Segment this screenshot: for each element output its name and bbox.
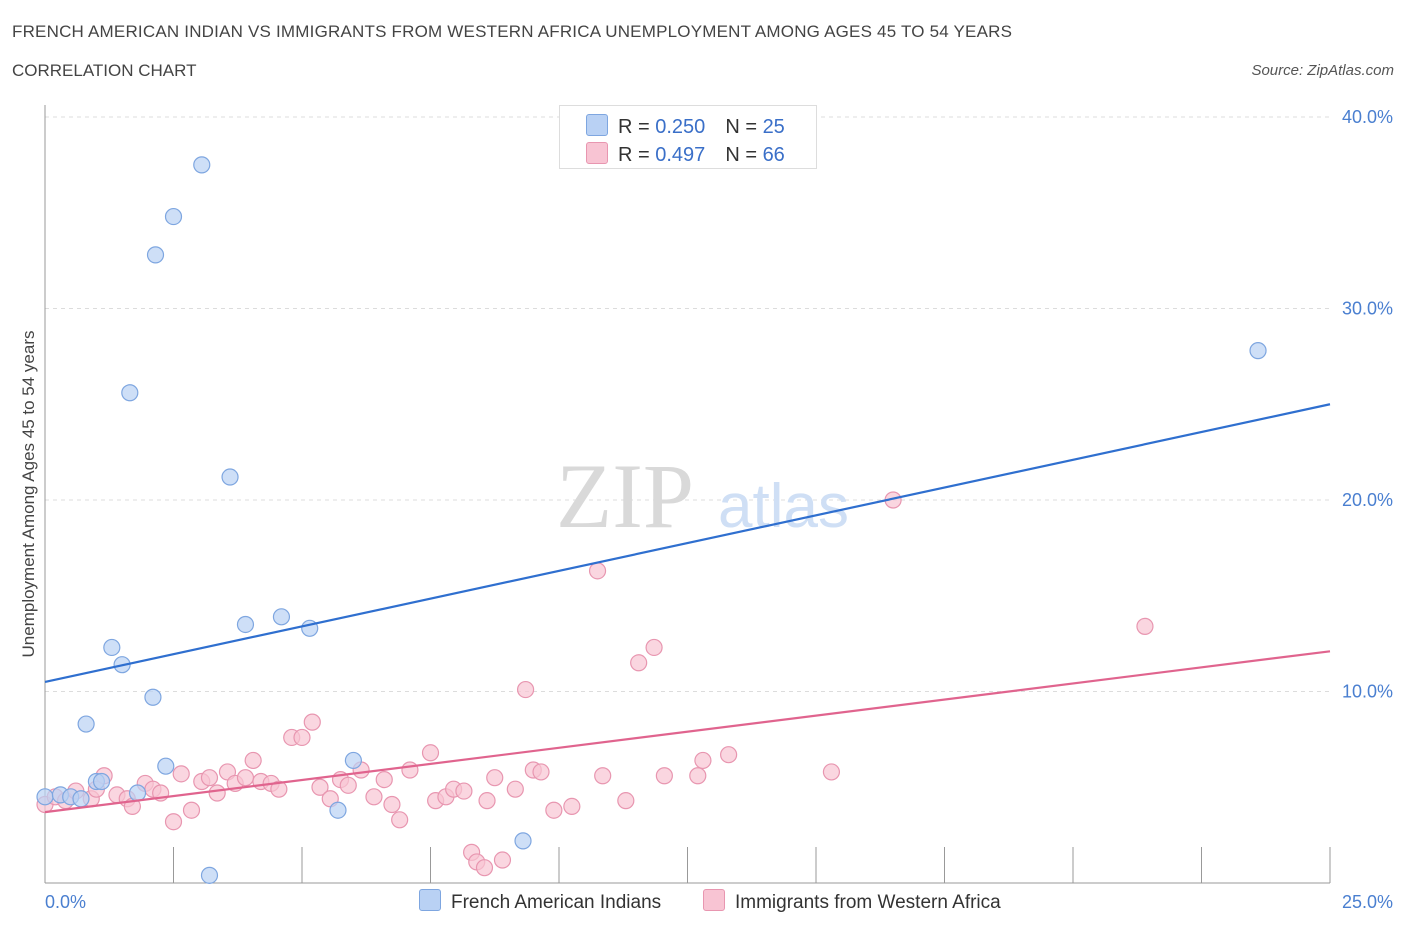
points-french-american-indians [36,156,1267,884]
chart-subtitle: CORRELATION CHART [12,61,197,80]
point-immigrant-western-africa [270,780,288,798]
point-french-american-indian [236,615,255,634]
legend-r-value: 0.497 [655,144,706,166]
point-immigrant-western-africa [532,763,550,781]
point-immigrant-western-africa [455,782,473,800]
point-immigrant-western-africa [172,765,190,783]
point-french-american-indian [77,715,95,733]
point-french-american-indian [72,790,90,808]
point-immigrant-western-africa [478,792,496,810]
watermark-atlas: atlas [718,472,849,541]
point-immigrant-western-africa [630,654,648,672]
point-french-american-indian [514,832,532,850]
legend-swatch-blue [586,114,608,136]
legend-row-blue: R = 0.250 N = 25 [586,114,785,138]
point-french-american-indian [221,468,239,486]
legend-n-value: 25 [762,116,785,138]
point-french-american-indian [157,757,175,775]
point-immigrant-western-africa [236,769,255,787]
axis-tick-labels: 10.0% 20.0% 30.0% 40.0% 0.0% 25.0% [45,107,1393,912]
legend-r-value: 0.250 [655,116,706,138]
point-immigrant-western-africa [720,746,738,764]
point-immigrant-western-africa [244,751,262,770]
y-axis-label: Unemployment Among Ages 45 to 54 years [19,331,38,658]
point-immigrant-western-africa [164,813,183,831]
x-tick-label: 25.0% [1342,892,1393,912]
y-tick-label: 30.0% [1342,299,1393,319]
grid-lines [45,116,1330,692]
point-immigrant-western-africa [655,767,673,785]
point-immigrant-western-africa [401,761,419,779]
point-immigrant-western-africa [375,770,393,789]
point-immigrant-western-africa [208,784,226,802]
point-french-american-indian [1249,342,1267,360]
point-immigrant-western-africa [311,778,329,796]
x-tick-label: 0.0% [45,892,86,912]
point-immigrant-western-africa [421,744,440,762]
point-french-american-indian [146,246,165,264]
point-immigrant-western-africa [293,728,311,747]
point-immigrant-western-africa [689,767,707,785]
point-immigrant-western-africa [563,797,581,816]
legend-swatch-pink [586,142,608,164]
point-french-american-indian [200,866,219,884]
y-tick-label: 10.0% [1342,682,1393,702]
legend-r-label: R = [618,116,656,138]
correlation-legend: R = 0.250 N = 25 R = 0.497 N = 66 [559,105,817,169]
bottom-legend-immigrants-western-africa: Immigrants from Western Africa [703,889,1001,914]
chart-title: FRENCH AMERICAN INDIAN VS IMMIGRANTS FRO… [12,22,1013,41]
point-french-american-indian [193,156,211,174]
point-immigrant-western-africa [200,769,219,787]
point-immigrant-western-africa [822,763,841,781]
point-french-american-indian [272,608,291,626]
point-french-american-indian [344,751,362,770]
legend-r-label: R = [618,144,656,166]
points-immigrants-western-africa [36,491,1154,877]
trend-lines [44,403,1331,814]
point-immigrant-western-africa [694,751,712,770]
trend-line-pink [44,650,1331,814]
point-immigrant-western-africa [617,792,635,810]
point-immigrant-western-africa [588,562,607,580]
legend-n-label: N = [725,144,763,166]
bottom-legend-swatch-blue [419,889,441,911]
point-french-american-indian [128,784,147,802]
point-immigrant-western-africa [383,795,401,814]
watermark-zip: ZIP [556,445,694,547]
point-immigrant-western-africa [545,801,563,819]
point-french-american-indian [36,788,54,806]
point-immigrant-western-africa [303,713,321,731]
point-immigrant-western-africa [365,788,383,806]
point-immigrant-western-africa [486,769,504,787]
point-immigrant-western-africa [645,638,663,657]
legend-row-pink: R = 0.497 N = 66 [586,142,785,166]
point-french-american-indian [103,638,121,657]
point-immigrant-western-africa [475,859,494,877]
axes [44,105,1331,884]
y-tick-label: 20.0% [1342,490,1393,510]
point-french-american-indian [92,772,111,791]
trend-line-blue [44,403,1331,684]
point-immigrant-western-africa [182,801,201,819]
point-immigrant-western-africa [493,851,512,869]
point-immigrant-western-africa [516,680,535,699]
y-tick-label: 40.0% [1342,107,1393,127]
point-immigrant-western-africa [339,776,357,794]
legend-n-label: N = [725,116,763,138]
point-immigrant-western-africa [391,811,409,829]
bottom-legend-label: Immigrants from Western Africa [735,892,1001,913]
point-french-american-indian [329,801,347,819]
point-immigrant-western-africa [506,780,524,798]
point-french-american-indian [121,384,139,402]
point-french-american-indian [144,688,162,706]
bottom-legend-swatch-pink [703,889,725,911]
bottom-legend-label: French American Indians [451,892,662,913]
legend-n-value: 66 [762,144,785,166]
point-french-american-indian [164,207,183,226]
point-immigrant-western-africa [1136,617,1154,635]
source-label: Source: ZipAtlas.com [1251,62,1394,79]
bottom-legend-french-american-indians: French American Indians [419,889,661,914]
point-immigrant-western-africa [594,767,612,785]
